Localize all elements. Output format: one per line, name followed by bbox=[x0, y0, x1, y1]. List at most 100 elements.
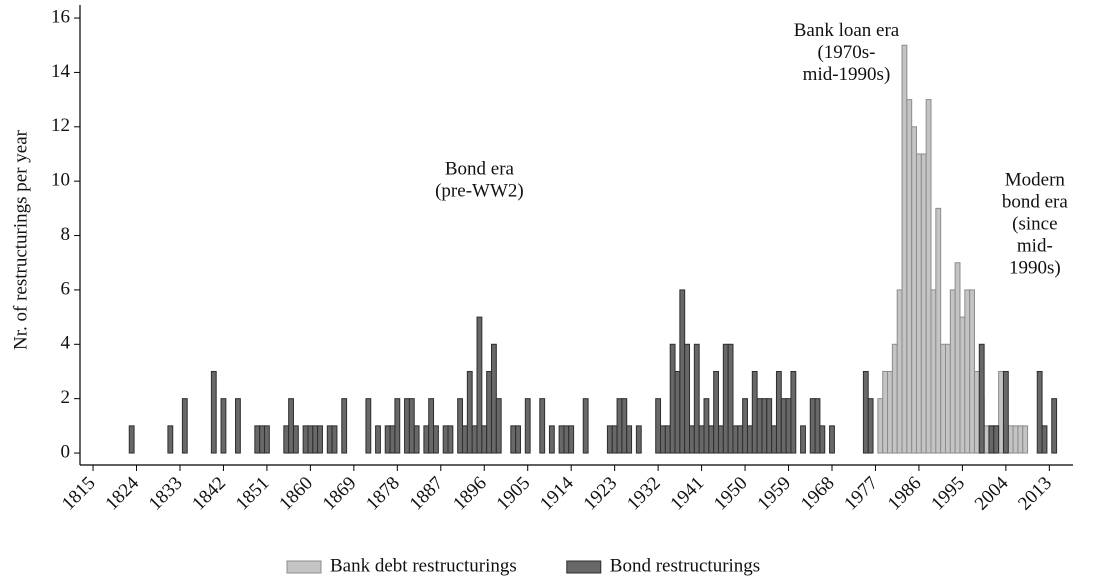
bar bbox=[283, 425, 290, 454]
bar bbox=[307, 425, 314, 454]
bar bbox=[394, 398, 401, 454]
bar bbox=[800, 425, 806, 454]
legend-swatch bbox=[286, 560, 322, 574]
bar bbox=[288, 398, 294, 454]
bar bbox=[993, 425, 1000, 454]
y-tick-label: 10 bbox=[51, 170, 70, 191]
bar bbox=[404, 398, 410, 454]
bar bbox=[1022, 425, 1029, 454]
bar bbox=[674, 370, 681, 454]
x-tick-label: 1842 bbox=[188, 473, 230, 515]
bar bbox=[375, 425, 381, 454]
bar bbox=[1007, 425, 1014, 454]
bar bbox=[814, 398, 821, 454]
bar bbox=[181, 398, 188, 454]
bar bbox=[969, 289, 975, 454]
bar bbox=[751, 370, 758, 454]
bar bbox=[819, 425, 826, 454]
bar bbox=[717, 425, 724, 454]
bar bbox=[1051, 398, 1058, 454]
bar bbox=[616, 398, 623, 454]
legend-label: Bond restructurings bbox=[610, 555, 760, 576]
x-tick-label: 1851 bbox=[232, 473, 274, 515]
y-tick-label: 16 bbox=[51, 6, 70, 27]
annotation: bond era bbox=[1002, 192, 1069, 213]
bar bbox=[935, 207, 942, 454]
bar bbox=[220, 398, 227, 454]
bar bbox=[949, 289, 956, 454]
bar bbox=[693, 343, 700, 454]
bar bbox=[515, 425, 521, 454]
bar bbox=[495, 398, 502, 454]
x-tick-label: 2004 bbox=[971, 472, 1013, 514]
bar bbox=[964, 289, 971, 454]
annotation: (pre-WW2) bbox=[435, 181, 524, 202]
x-tick-label: 1815 bbox=[58, 473, 100, 515]
y-tick-label: 4 bbox=[61, 333, 71, 354]
annotation: Bond era bbox=[445, 159, 515, 180]
bar bbox=[780, 398, 787, 454]
bar bbox=[713, 370, 719, 454]
bar bbox=[462, 425, 468, 454]
bar bbox=[887, 370, 893, 454]
bar bbox=[447, 425, 454, 454]
bar bbox=[481, 425, 488, 454]
bar bbox=[1002, 370, 1009, 454]
bar bbox=[548, 425, 555, 454]
x-tick-label: 1878 bbox=[362, 473, 404, 515]
bar bbox=[235, 398, 241, 454]
bar bbox=[128, 425, 135, 454]
bar bbox=[326, 425, 333, 454]
bar bbox=[978, 343, 985, 454]
bar bbox=[998, 370, 1004, 454]
bar bbox=[1017, 425, 1024, 454]
bar bbox=[210, 370, 217, 454]
bar bbox=[906, 99, 913, 454]
x-tick-label: 1869 bbox=[319, 473, 361, 515]
bar bbox=[771, 425, 777, 454]
legend-swatch bbox=[566, 560, 602, 574]
bar bbox=[626, 425, 633, 454]
bar bbox=[384, 425, 391, 454]
bar bbox=[428, 398, 435, 454]
bar bbox=[365, 398, 372, 454]
x-tick-label: 1923 bbox=[580, 473, 622, 515]
bar bbox=[862, 370, 869, 454]
bar bbox=[408, 398, 415, 454]
bar bbox=[684, 343, 691, 454]
bar bbox=[703, 398, 710, 454]
x-tick-label: 1941 bbox=[666, 473, 708, 515]
bar bbox=[925, 99, 932, 454]
y-tick-label: 8 bbox=[61, 224, 71, 245]
bar bbox=[959, 316, 966, 454]
bar bbox=[761, 398, 768, 454]
annotation: (since bbox=[1012, 214, 1057, 235]
bar bbox=[916, 153, 922, 454]
x-tick-label: 1977 bbox=[840, 473, 882, 515]
bar bbox=[901, 44, 908, 454]
bar bbox=[413, 425, 420, 454]
bar bbox=[486, 370, 492, 454]
bar bbox=[669, 343, 676, 454]
y-tick-label: 14 bbox=[51, 61, 71, 82]
bar bbox=[732, 425, 739, 454]
bar bbox=[263, 425, 270, 454]
bar bbox=[973, 370, 980, 454]
bar bbox=[457, 398, 464, 454]
x-tick-label: 1887 bbox=[406, 473, 448, 515]
bar bbox=[606, 425, 613, 454]
x-tick-label: 1932 bbox=[623, 473, 665, 515]
annotation: Modern bbox=[1005, 170, 1066, 191]
x-tick-label: 1905 bbox=[493, 473, 535, 515]
bar bbox=[891, 343, 898, 454]
x-tick-label: 1914 bbox=[536, 472, 578, 514]
bar bbox=[433, 425, 439, 454]
bar bbox=[539, 398, 546, 454]
bar bbox=[983, 425, 990, 454]
bar bbox=[930, 289, 937, 454]
x-tick-label: 1860 bbox=[275, 473, 317, 515]
bar bbox=[611, 425, 618, 454]
bar bbox=[1036, 370, 1043, 454]
bar bbox=[867, 398, 874, 454]
legend-label: Bank debt restructurings bbox=[330, 555, 517, 576]
